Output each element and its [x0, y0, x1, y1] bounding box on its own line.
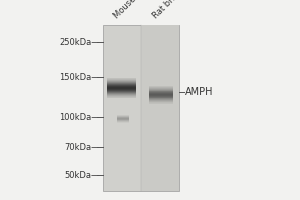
Bar — [117, 122, 129, 123]
Bar — [107, 88, 136, 89]
Bar — [148, 100, 172, 101]
Bar — [107, 95, 136, 96]
Bar — [107, 97, 136, 98]
Bar — [107, 96, 136, 97]
Bar — [148, 101, 172, 102]
Bar — [148, 86, 172, 87]
Bar — [148, 96, 172, 97]
Text: 250kDa—: 250kDa— — [59, 38, 100, 47]
Bar — [107, 90, 136, 91]
Bar — [107, 79, 136, 80]
Bar — [117, 117, 129, 118]
Bar — [117, 116, 129, 117]
Bar — [141, 25, 178, 191]
Bar — [148, 91, 172, 92]
Bar — [107, 84, 136, 85]
Bar — [148, 88, 172, 89]
Bar — [107, 87, 136, 88]
Bar — [107, 80, 136, 81]
Bar — [103, 25, 178, 191]
Text: 100kDa—: 100kDa— — [59, 113, 100, 122]
Bar — [107, 94, 136, 95]
Bar — [107, 78, 136, 79]
Bar — [107, 83, 136, 84]
Bar — [117, 119, 129, 120]
Text: 150kDa—: 150kDa— — [59, 73, 100, 82]
Bar — [107, 93, 136, 94]
Bar — [148, 90, 172, 91]
Text: 50kDa—: 50kDa— — [64, 171, 100, 180]
Bar — [107, 92, 136, 93]
Bar — [107, 91, 136, 92]
Bar — [117, 120, 129, 121]
Bar — [148, 99, 172, 100]
Text: Mouse brain: Mouse brain — [112, 0, 155, 20]
Bar — [148, 93, 172, 94]
Bar — [117, 118, 129, 119]
Text: 70kDa—: 70kDa— — [64, 143, 100, 152]
Bar — [107, 86, 136, 87]
Bar — [148, 97, 172, 98]
Bar — [107, 82, 136, 83]
Bar — [117, 115, 129, 116]
Bar — [107, 81, 136, 82]
Bar — [148, 94, 172, 95]
Bar — [148, 102, 172, 103]
Bar — [148, 87, 172, 88]
Bar — [148, 92, 172, 93]
Text: Rat brain: Rat brain — [151, 0, 185, 20]
Bar — [107, 89, 136, 90]
Bar — [107, 85, 136, 86]
Bar — [148, 103, 172, 104]
Bar — [148, 95, 172, 96]
Text: AMPH: AMPH — [185, 87, 214, 97]
Bar — [117, 121, 129, 122]
Bar — [148, 98, 172, 99]
Bar — [148, 89, 172, 90]
